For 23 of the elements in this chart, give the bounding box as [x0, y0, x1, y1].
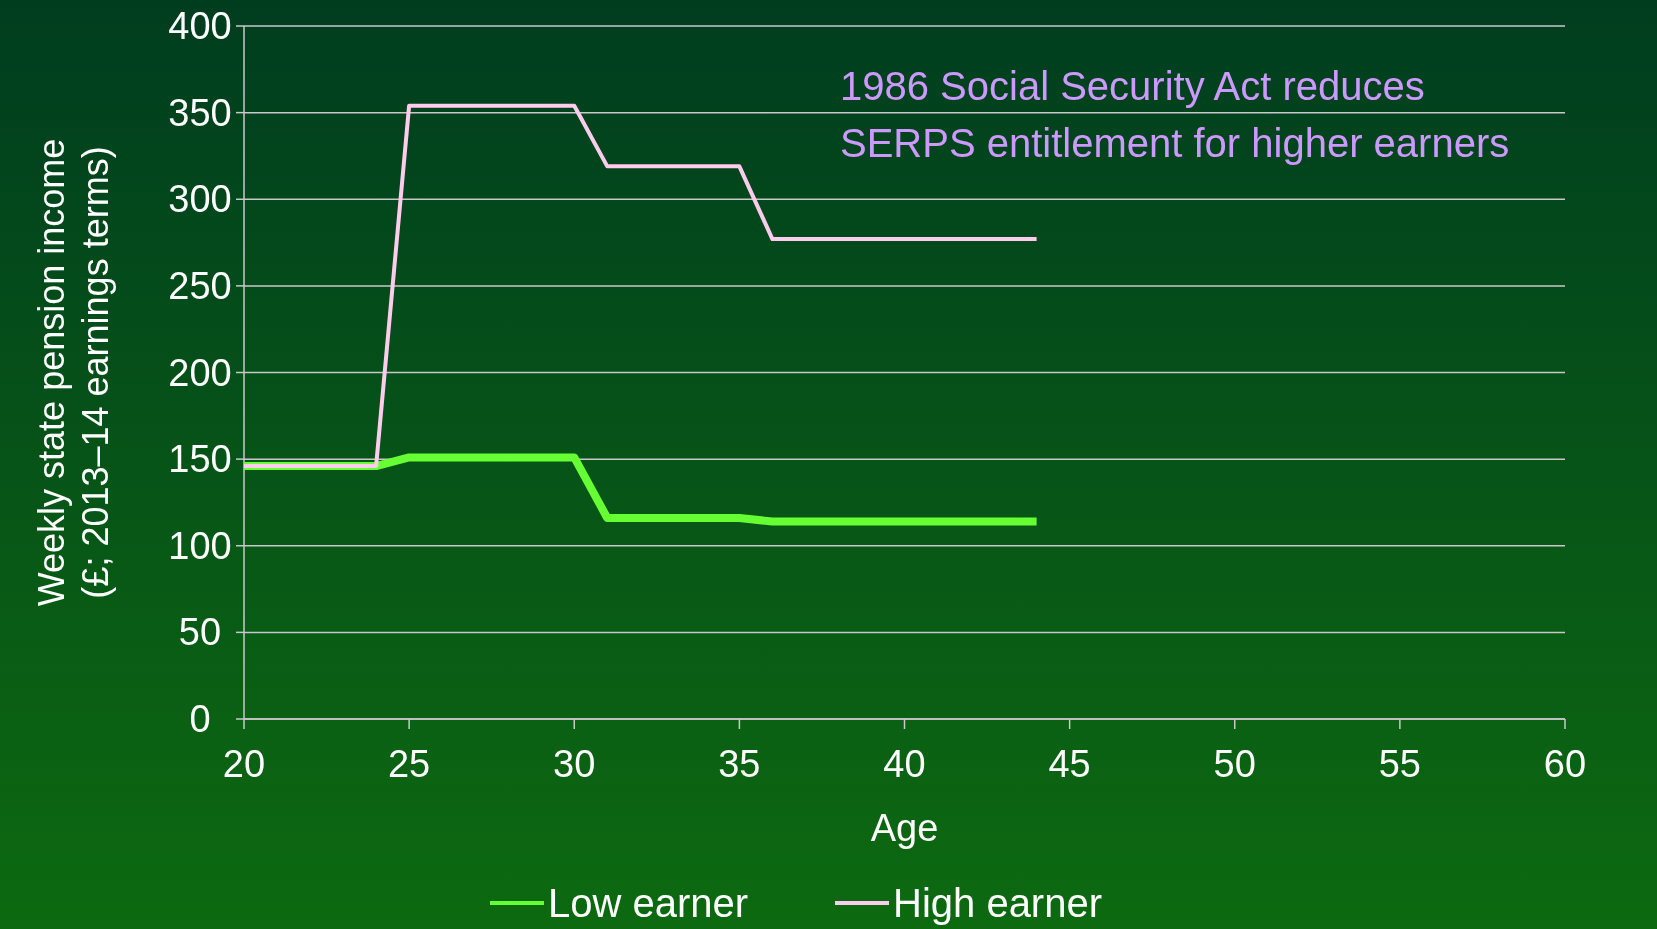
x-tick-label: 30	[553, 743, 596, 785]
y-tick-label: 0	[189, 698, 211, 740]
annotation: 1986 Social Security Act reduces SERPS entitlement for higher earners	[840, 64, 1510, 165]
x-tick-label: 45	[1048, 743, 1091, 785]
x-tick-label: 55	[1378, 743, 1422, 785]
legend-label: High earner	[893, 881, 1103, 925]
x-tick-label: 60	[1543, 743, 1587, 785]
y-tick-label: 150	[168, 438, 232, 481]
x-tick-label: 35	[718, 743, 761, 785]
x-tick-label: 40	[883, 743, 926, 785]
y-tick-label: 300	[168, 178, 232, 221]
y-tick-label: 100	[168, 524, 232, 567]
x-tick-label: 50	[1213, 743, 1256, 785]
legend-label: Low earner	[548, 881, 749, 925]
y-tick-label: 200	[168, 351, 232, 394]
y-tick-label: 400	[168, 5, 232, 47]
x-tick-label: 20	[222, 743, 266, 785]
x-tick-label: 25	[387, 743, 431, 785]
y-tick-label: 50	[178, 611, 222, 654]
y-axis-title: Weekly state pension income (£; 2013–14 earnings terms)	[31, 138, 116, 607]
y-tick-label: 250	[168, 264, 232, 307]
x-axis-title: Age	[870, 807, 939, 849]
y-tick-label: 350	[168, 91, 232, 134]
